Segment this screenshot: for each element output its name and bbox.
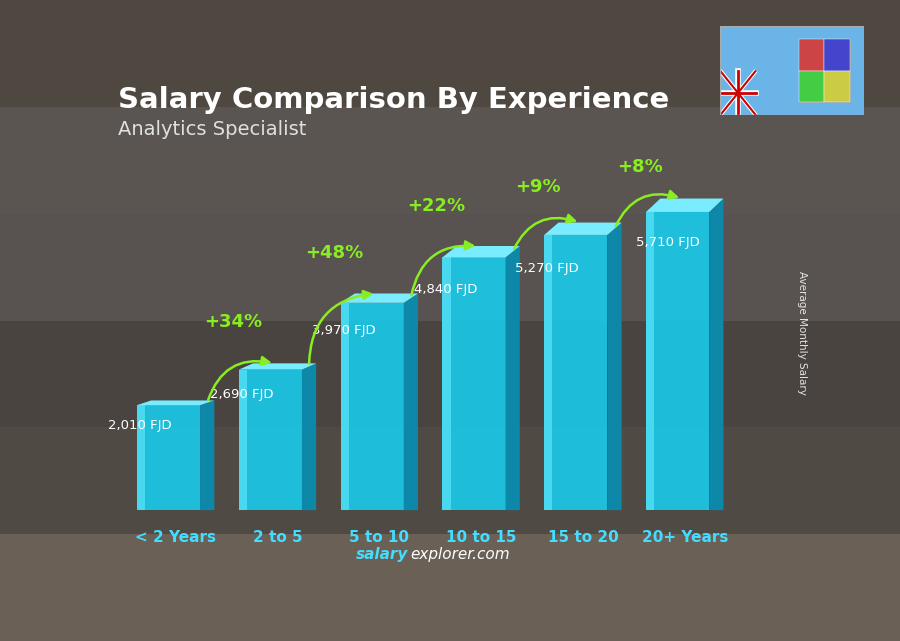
Polygon shape xyxy=(340,294,418,303)
Polygon shape xyxy=(709,199,724,510)
Polygon shape xyxy=(137,405,145,510)
Polygon shape xyxy=(544,222,622,235)
Polygon shape xyxy=(443,246,520,258)
Text: 10 to 15: 10 to 15 xyxy=(446,529,517,545)
Text: Analytics Specialist: Analytics Specialist xyxy=(118,119,306,138)
Polygon shape xyxy=(646,212,709,510)
Polygon shape xyxy=(137,401,214,405)
Polygon shape xyxy=(506,246,520,510)
Text: Average Monthly Salary: Average Monthly Salary xyxy=(796,271,807,394)
Polygon shape xyxy=(137,405,200,510)
Text: 20+ Years: 20+ Years xyxy=(642,529,728,545)
Polygon shape xyxy=(443,258,506,510)
Polygon shape xyxy=(340,303,349,510)
Bar xyxy=(799,71,824,102)
Text: 2,010 FJD: 2,010 FJD xyxy=(108,419,172,432)
Text: +34%: +34% xyxy=(203,313,262,331)
Bar xyxy=(824,71,850,102)
Text: 5,710 FJD: 5,710 FJD xyxy=(635,236,699,249)
Text: +8%: +8% xyxy=(617,158,663,176)
Bar xyxy=(799,39,824,71)
Polygon shape xyxy=(646,199,724,212)
Polygon shape xyxy=(340,303,404,510)
Polygon shape xyxy=(608,222,622,510)
Polygon shape xyxy=(646,212,654,510)
Polygon shape xyxy=(404,294,418,510)
Polygon shape xyxy=(302,363,316,510)
Polygon shape xyxy=(544,235,608,510)
Text: salary: salary xyxy=(356,547,408,562)
Text: 2 to 5: 2 to 5 xyxy=(253,529,302,545)
Polygon shape xyxy=(238,363,316,370)
Text: +22%: +22% xyxy=(408,197,465,215)
Text: explorer.com: explorer.com xyxy=(410,547,509,562)
Text: 3,970 FJD: 3,970 FJD xyxy=(311,324,375,337)
Text: 4,840 FJD: 4,840 FJD xyxy=(414,283,477,296)
Text: +48%: +48% xyxy=(305,244,364,262)
Bar xyxy=(824,39,850,71)
Polygon shape xyxy=(238,370,247,510)
Polygon shape xyxy=(443,258,451,510)
Text: +9%: +9% xyxy=(516,178,561,196)
Polygon shape xyxy=(544,235,553,510)
Text: Salary Comparison By Experience: Salary Comparison By Experience xyxy=(118,86,669,114)
Bar xyxy=(799,39,850,102)
Text: < 2 Years: < 2 Years xyxy=(135,529,216,545)
Text: 15 to 20: 15 to 20 xyxy=(547,529,618,545)
Polygon shape xyxy=(200,401,214,510)
Text: 5,270 FJD: 5,270 FJD xyxy=(516,262,580,276)
Polygon shape xyxy=(238,370,302,510)
Text: 5 to 10: 5 to 10 xyxy=(349,529,410,545)
Text: 2,690 FJD: 2,690 FJD xyxy=(210,388,274,401)
